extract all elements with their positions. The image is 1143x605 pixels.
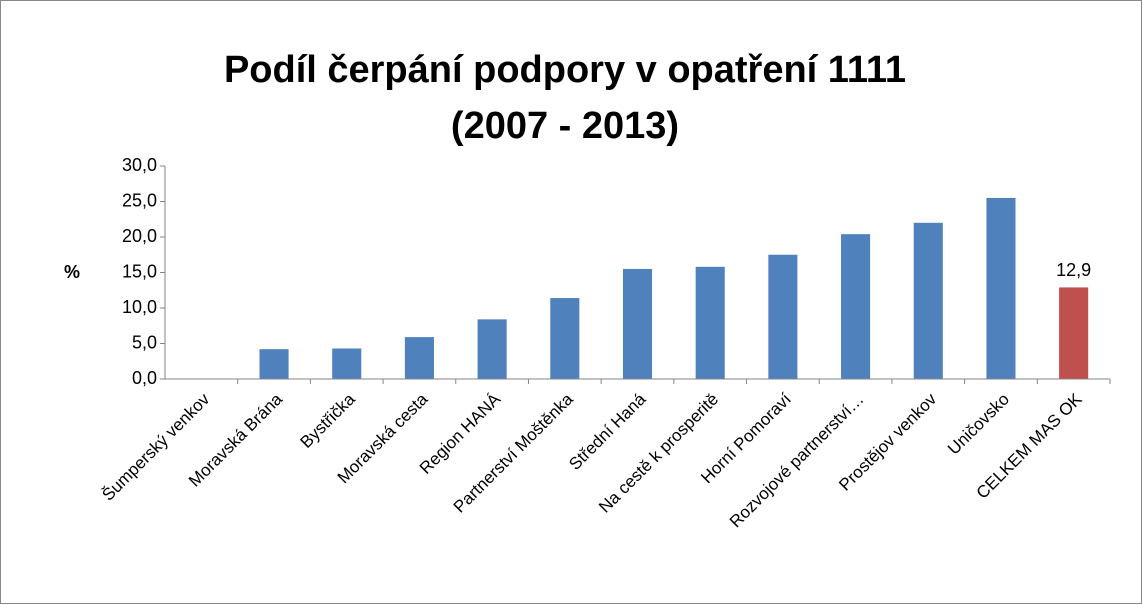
y-tick-label: 15,0: [122, 261, 157, 281]
y-tick-label: 5,0: [132, 332, 157, 352]
bar: [841, 234, 871, 379]
y-tick-label: 10,0: [122, 297, 157, 317]
bar: [768, 254, 798, 379]
bar: [550, 298, 580, 379]
bar: [1059, 287, 1089, 379]
chart-title: (2007 - 2013): [451, 105, 679, 147]
y-axis-label: %: [64, 262, 80, 282]
bar: [332, 348, 362, 379]
bar: [986, 197, 1016, 379]
bar: [477, 319, 507, 379]
chart-title: Podíl čerpání podpory v opatření 1111: [224, 49, 906, 91]
data-label: 12,9: [1056, 260, 1091, 280]
y-tick-label: 25,0: [122, 190, 157, 210]
bar: [913, 222, 943, 379]
y-tick-label: 0,0: [132, 368, 157, 388]
y-tick-label: 30,0: [122, 155, 157, 175]
bar: [622, 268, 653, 379]
bar: [259, 349, 289, 379]
bar: [695, 266, 725, 379]
y-tick-label: 20,0: [122, 226, 157, 246]
bar: [404, 337, 434, 379]
